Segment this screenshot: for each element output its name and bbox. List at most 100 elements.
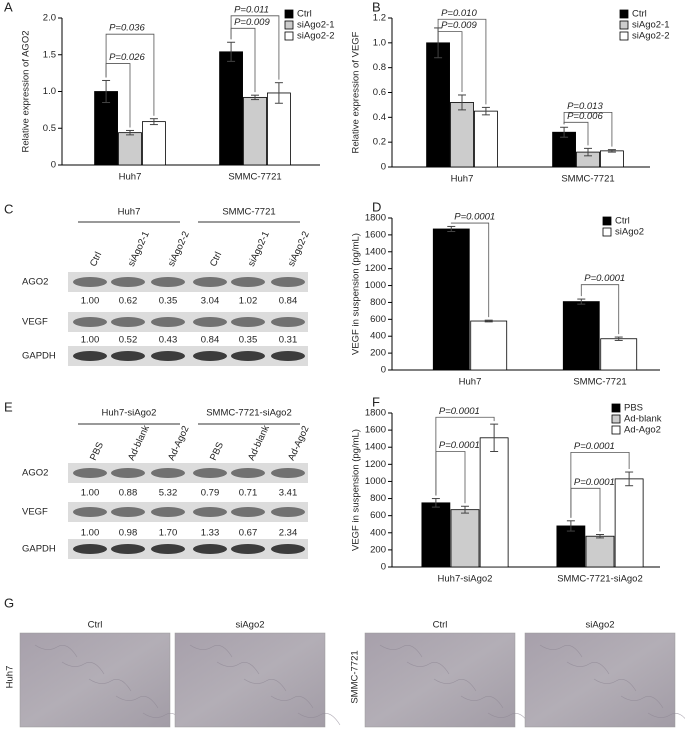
band-quantification: 0.67 <box>239 528 258 539</box>
y-axis-label: Relative expression of VEGF <box>351 31 362 153</box>
band-quantification: 0.31 <box>279 335 298 346</box>
significance-bracket <box>563 111 613 147</box>
blot-band <box>193 317 227 327</box>
p-value: P=0.0001 <box>574 477 615 488</box>
p-value: P=0.0001 <box>439 440 480 451</box>
error-bar <box>484 319 493 323</box>
y-tick-label: 1600 <box>365 425 386 436</box>
p-value: P=0.0001 <box>454 212 495 223</box>
band-quantification: 5.32 <box>159 488 178 499</box>
p-value: P=0.006 <box>567 111 603 122</box>
legend-label: PBS <box>624 403 643 414</box>
y-tick-label: 200 <box>370 544 386 555</box>
blot-band <box>193 277 227 287</box>
y-tick-label: 0.8 <box>373 62 386 73</box>
blot-row-label: VEGF <box>22 317 48 328</box>
error-bar <box>458 94 466 111</box>
y-tick-label: 400 <box>370 331 386 342</box>
error-bar <box>251 94 259 101</box>
x-tick-label: Huh7 <box>451 174 474 185</box>
p-value: P=0.009 <box>234 17 270 28</box>
x-tick-label: SMMC-7721 <box>228 172 281 183</box>
y-tick-label: 800 <box>370 297 386 308</box>
x-tick-label: Huh7-siAgo2 <box>438 574 493 585</box>
row-label: Huh7 <box>5 666 16 689</box>
y-tick-label: 0 <box>51 160 56 171</box>
blot-band <box>111 468 145 478</box>
band-quantification: 0.71 <box>239 488 258 499</box>
y-tick-label: 1400 <box>365 442 386 453</box>
bar <box>142 121 166 166</box>
legend-swatch <box>284 20 294 30</box>
cell-texture <box>34 644 78 658</box>
blot-band <box>271 277 305 287</box>
y-tick-label: 0 <box>381 365 386 376</box>
bar <box>450 509 480 568</box>
band-quantification: 1.33 <box>201 528 220 539</box>
legend-swatch <box>611 425 621 435</box>
blot-row-label: GAPDH <box>22 351 56 362</box>
legend-swatch <box>619 20 629 30</box>
band-quantification: 0.79 <box>201 488 220 499</box>
y-axis-label: Relative expression of AGO2 <box>21 31 32 153</box>
error-bar <box>625 471 634 487</box>
blot-band <box>231 317 265 327</box>
band-quantification: 0.98 <box>119 528 138 539</box>
lane-label: siAgo2-1 <box>126 230 152 269</box>
y-tick-label: 1.2 <box>373 13 386 24</box>
band-quantification: 0.62 <box>119 296 138 307</box>
p-value: P=0.036 <box>109 23 145 34</box>
group-label: Huh7 <box>118 207 141 218</box>
error-bar <box>274 82 283 104</box>
p-value: P=0.013 <box>567 101 603 112</box>
lane-label: siAgo2-1 <box>246 230 272 269</box>
y-tick-label: 1200 <box>365 263 386 274</box>
cell-texture <box>647 712 685 719</box>
micrograph <box>174 632 326 728</box>
blot-band <box>73 507 107 517</box>
lane-label: PBS <box>88 440 106 462</box>
bar <box>432 228 470 371</box>
error-bar <box>577 298 586 305</box>
y-tick-label: 0.5 <box>43 123 56 134</box>
cell-texture <box>216 661 260 675</box>
bar <box>479 437 509 568</box>
significance-bracket <box>437 24 463 92</box>
significance-bracket <box>580 284 620 335</box>
significance-bracket <box>435 451 466 504</box>
legend-swatch <box>619 31 629 41</box>
cell-texture <box>566 661 610 675</box>
y-tick-label: 0.6 <box>373 87 386 98</box>
error-bar <box>584 147 592 157</box>
y-tick-label: 1800 <box>365 213 386 224</box>
lane-label: Ad-Ago2 <box>286 424 312 462</box>
lane-label: siAgo2-2 <box>286 230 312 269</box>
group-label: SMMC-7721-siAgo2 <box>206 408 292 419</box>
p-value: P=0.0001 <box>439 406 480 417</box>
y-tick-label: 1.5 <box>43 49 56 60</box>
blot-band <box>151 317 185 327</box>
legend-label: siAgo2-2 <box>297 31 335 42</box>
legend-label: siAgo2 <box>615 227 644 238</box>
lane-label: Ad-blank <box>246 423 272 462</box>
blot-band <box>73 351 107 361</box>
cell-texture <box>460 695 504 709</box>
error-bar <box>614 336 623 341</box>
blot-row-label: GAPDH <box>22 544 56 555</box>
band-quantification: 0.88 <box>119 488 138 499</box>
blot-band <box>231 544 265 554</box>
cell-texture <box>620 695 664 709</box>
error-bar <box>596 533 604 539</box>
column-label: siAgo2 <box>235 620 264 631</box>
lane-label: Ctrl <box>208 250 224 268</box>
blot-band <box>193 351 227 361</box>
blot-row-label: AGO2 <box>22 468 48 479</box>
legend-label: Ad-Ago2 <box>624 425 661 436</box>
cell-texture <box>115 695 159 709</box>
legend-label: Ctrl <box>615 216 630 227</box>
legend-swatch <box>284 31 294 41</box>
x-tick-label: SMMC-7721 <box>573 377 626 388</box>
significance-bracket <box>570 487 601 532</box>
blot-band <box>73 317 107 327</box>
